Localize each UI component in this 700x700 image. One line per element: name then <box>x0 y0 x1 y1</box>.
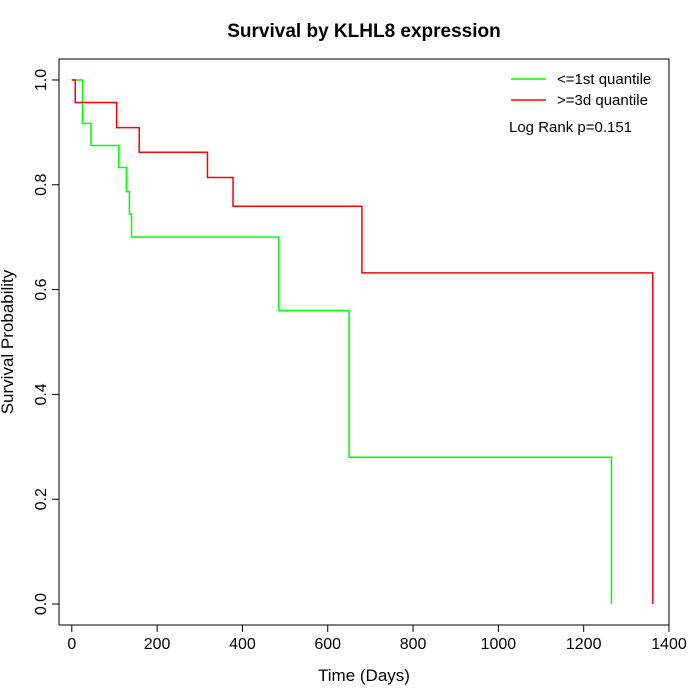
y-tick-label: 0.6 <box>33 278 50 300</box>
y-tick-label: 0.0 <box>33 593 50 615</box>
y-axis: 0.0 0.2 0.4 0.6 0.8 1.0 <box>33 69 60 615</box>
y-tick-label: 0.4 <box>33 383 50 405</box>
series-line-high-quantile <box>71 79 654 605</box>
x-axis: 0 200 400 600 800 1000 1200 1400 <box>67 624 687 653</box>
x-tick-label: 1400 <box>651 636 687 653</box>
y-axis-label: Survival Probability <box>0 269 17 414</box>
plot-frame <box>58 58 670 626</box>
x-tick-label: 400 <box>229 636 256 653</box>
legend-label-high: >=3d quantile <box>557 92 648 109</box>
legend-label-low: <=1st quantile <box>557 71 651 88</box>
chart-title: Survival by KLHL8 expression <box>227 21 501 42</box>
series-layer <box>71 79 654 605</box>
x-tick-label: 200 <box>144 636 171 653</box>
x-tick-label: 1200 <box>566 636 602 653</box>
x-tick-label: 600 <box>314 636 341 653</box>
x-tick-label: 800 <box>400 636 427 653</box>
y-tick-label: 1.0 <box>33 69 50 91</box>
y-tick-label: 0.2 <box>33 488 50 510</box>
x-tick-label: 1000 <box>481 636 517 653</box>
legend: <=1st quantile >=3d quantile <box>511 71 651 109</box>
log-rank-annotation: Log Rank p=0.151 <box>509 119 632 136</box>
x-tick-label: 0 <box>67 636 76 653</box>
x-axis-label: Time (Days) <box>318 666 410 685</box>
series-line-low-quantile <box>71 79 613 605</box>
y-tick-label: 0.8 <box>33 174 50 196</box>
